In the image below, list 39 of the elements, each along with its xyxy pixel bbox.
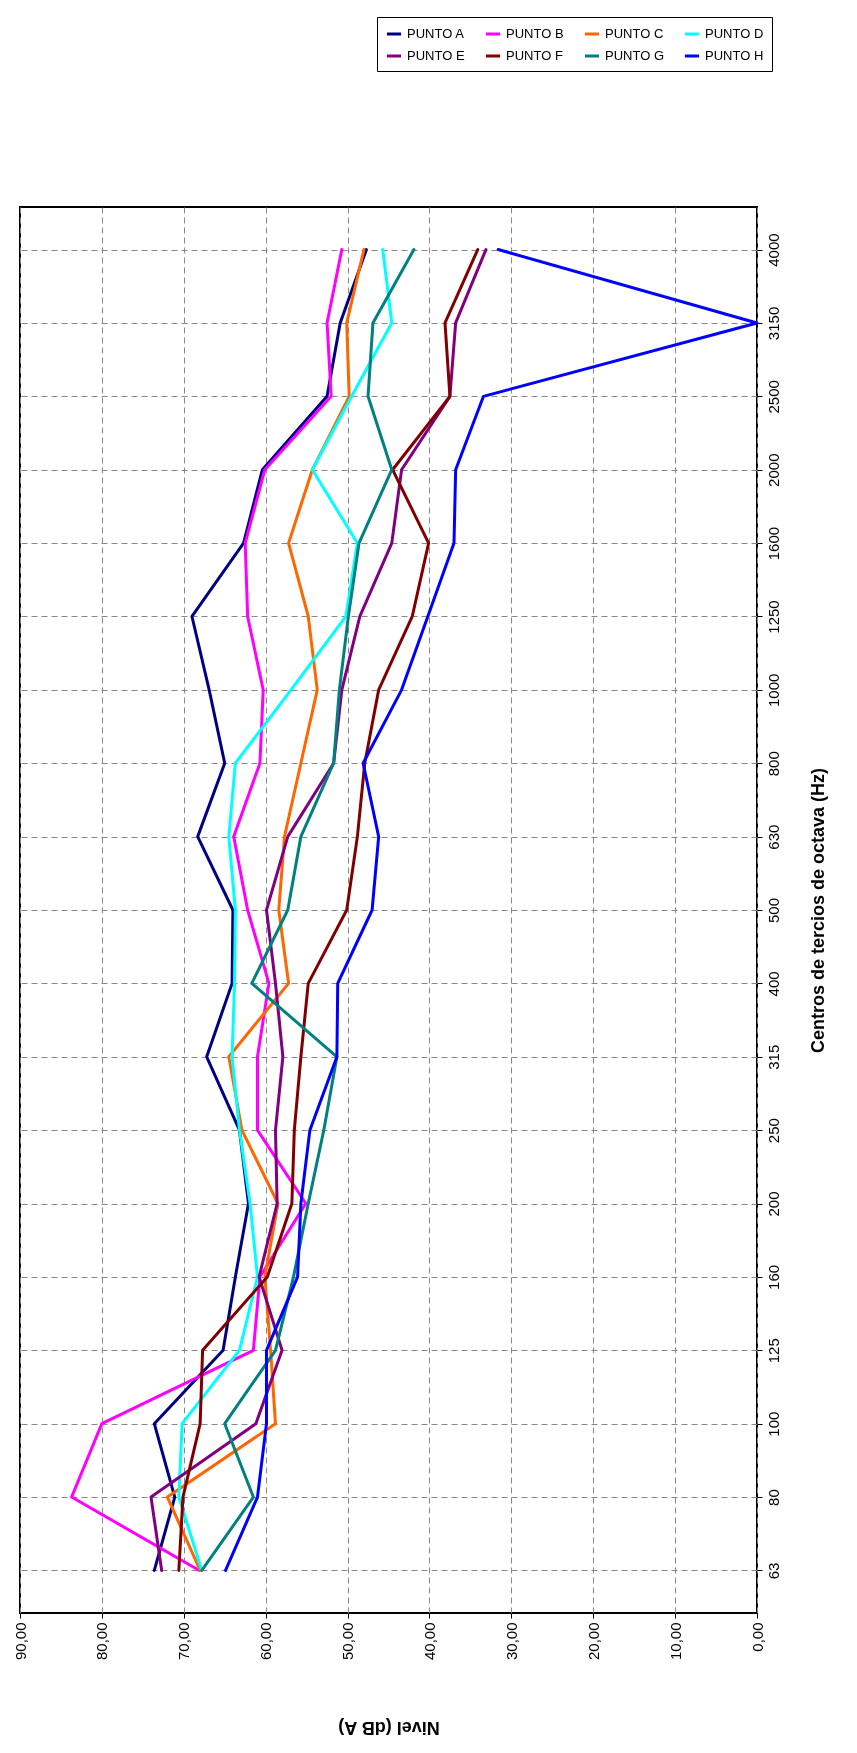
y-tick-label: 100: [764, 1411, 782, 1437]
y-tick-label: 1250: [764, 600, 782, 634]
y-tick-label: 250: [764, 1118, 782, 1144]
y-tick-label: 315: [764, 1044, 782, 1070]
y-tick-label: 200: [764, 1191, 782, 1217]
y-tick-label: 63: [764, 1562, 782, 1580]
legend-label: PUNTO G: [605, 48, 664, 63]
y-tick-label: 160: [764, 1264, 782, 1290]
y-tick-label: 1000: [764, 673, 782, 708]
x-tick-label: 60,00: [257, 1622, 275, 1661]
x-axis-title: Nivel (dB A): [338, 1718, 440, 1739]
y-tick-label: 400: [764, 971, 782, 997]
y-tick-label: 2000: [764, 453, 782, 487]
legend-label: PUNTO F: [506, 48, 563, 63]
y-tick-label: 3150: [764, 306, 782, 341]
legend-label: PUNTO B: [506, 26, 564, 41]
legend-label: PUNTO E: [407, 48, 465, 63]
y-tick-label: 800: [764, 751, 782, 777]
y-tick-label: 630: [764, 824, 782, 850]
x-tick-label: 40,00: [420, 1622, 438, 1661]
y-tick-label: 1600: [764, 526, 782, 561]
y-tick-label: 125: [764, 1338, 782, 1364]
x-tick-label: 10,00: [666, 1622, 684, 1661]
legend-label: PUNTO C: [605, 26, 664, 41]
y-tick-label: 2500: [764, 380, 782, 414]
y-tick-label: 80: [764, 1489, 782, 1506]
x-tick-label: 20,00: [584, 1622, 602, 1661]
x-tick-label: 50,00: [339, 1622, 357, 1661]
x-tick-label: 80,00: [93, 1622, 111, 1661]
x-tick-label: 90,00: [11, 1622, 29, 1661]
y-axis-title: Centros de tercios de octava (Hz): [807, 767, 828, 1054]
x-tick-label: 70,00: [175, 1622, 193, 1661]
legend-label: PUNTO A: [407, 26, 465, 41]
legend-label: PUNTO D: [705, 26, 764, 41]
y-tick-label: 500: [764, 897, 782, 924]
x-tick-label: 30,00: [502, 1622, 520, 1661]
legend-label: PUNTO H: [705, 48, 764, 63]
y-tick-label: 4000: [764, 233, 782, 267]
x-tick-label: 0,00: [748, 1622, 766, 1652]
